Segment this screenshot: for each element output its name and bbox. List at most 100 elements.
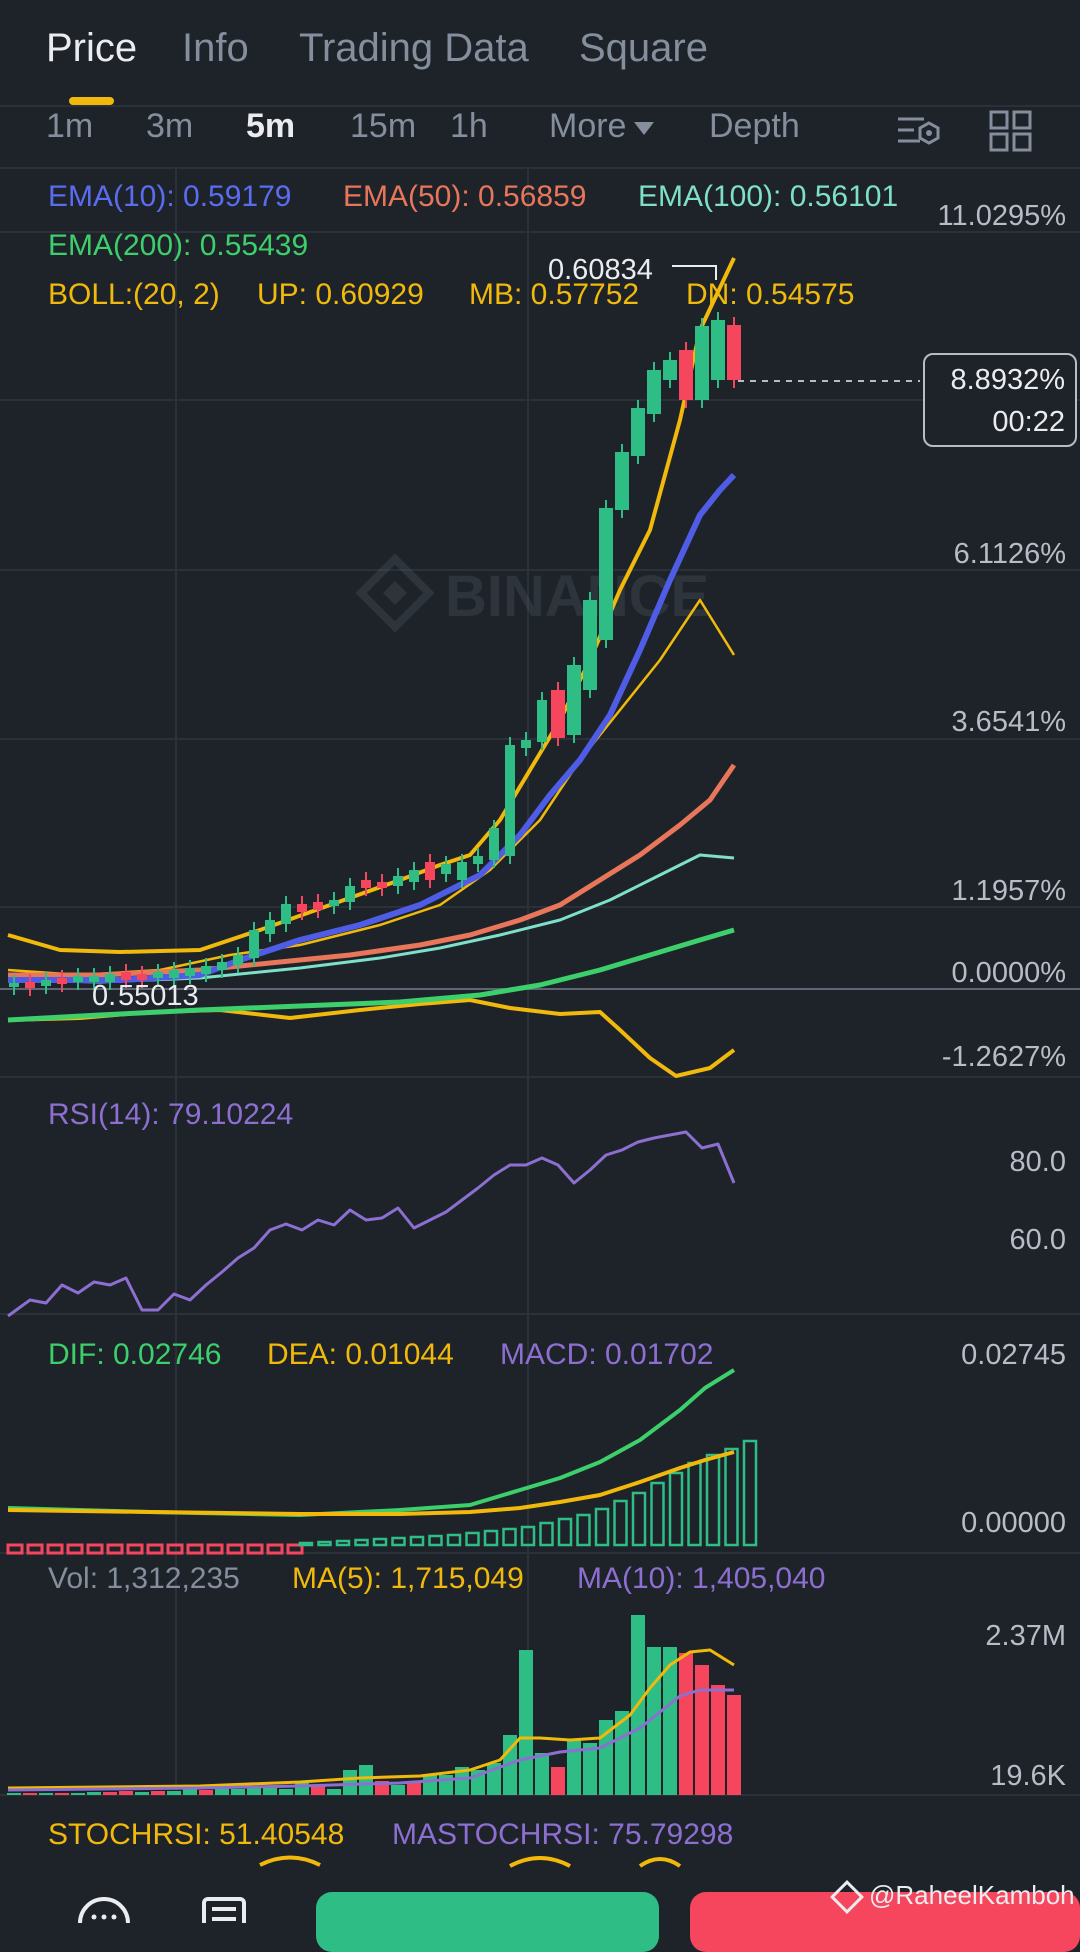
rsi-line [7, 1130, 736, 1318]
binance-watermark-logo: BINANCE [355, 553, 709, 633]
candle-body [185, 968, 195, 976]
macd-hist-bar [86, 1543, 104, 1555]
interval-3m[interactable]: 3m [146, 107, 194, 145]
candle-body [695, 326, 709, 400]
volume-plot [7, 1615, 741, 1795]
macd-axis-label: 0.02745 [961, 1339, 1066, 1371]
candle-body [567, 665, 581, 735]
candle-body [489, 828, 499, 860]
candle-body [393, 876, 403, 886]
candle-body [551, 690, 565, 738]
dif-legend: DIF: 0.02746 [48, 1338, 222, 1371]
macd-hist-bar [66, 1543, 84, 1555]
macd-hist-bar [631, 1491, 647, 1547]
candle-body [73, 976, 83, 982]
volume-bar [551, 1767, 565, 1795]
candle-body [89, 976, 99, 982]
candle-body [505, 745, 515, 856]
macd-hist-bar [335, 1539, 351, 1547]
volume-bar [199, 1790, 213, 1795]
interval-depth[interactable]: Depth [709, 107, 800, 145]
chat-icon[interactable] [76, 1895, 132, 1923]
dea-line [7, 1450, 735, 1516]
macd-hist-bar [428, 1534, 443, 1547]
stochrsi-line [259, 1855, 321, 1867]
macd-hist-bar [317, 1540, 332, 1547]
macd-hist-bar [557, 1517, 573, 1547]
interval-5m[interactable]: 5m [246, 107, 296, 145]
boll-upper-line [7, 257, 736, 954]
candle-body [615, 452, 629, 510]
indicator-settings-icon[interactable] [896, 111, 942, 151]
tab-trading-data[interactable]: Trading Data [299, 26, 529, 70]
macd-hist-bar [166, 1543, 184, 1555]
volume-bar [151, 1791, 165, 1795]
volume-bar [7, 1793, 21, 1795]
macd-hist-bar [391, 1536, 406, 1547]
volume-bar [567, 1740, 581, 1795]
volume-bar [279, 1789, 293, 1795]
volume-bar [167, 1791, 181, 1795]
candle-body [521, 740, 531, 748]
tab-info[interactable]: Info [182, 26, 249, 70]
macd-hist-bar [446, 1533, 462, 1547]
tab-price[interactable]: Price [46, 26, 138, 70]
orders-icon[interactable] [200, 1895, 248, 1923]
candle-body [583, 600, 597, 690]
volume-bar [119, 1791, 133, 1795]
volume-bar [583, 1743, 597, 1795]
volume-bar [679, 1653, 693, 1795]
interval-more[interactable]: More [549, 107, 655, 146]
buy-button[interactable] [316, 1892, 659, 1952]
chevron-down-icon [634, 121, 655, 135]
chart-canvas[interactable]: BINANCE [0, 168, 1080, 1868]
candle-body [41, 980, 51, 986]
layout-grid-icon[interactable] [988, 109, 1034, 153]
volume-bar [55, 1793, 69, 1795]
rsi-axis-label: 60.0 [1009, 1224, 1066, 1256]
volume-bar [327, 1789, 341, 1795]
candle-body [137, 974, 147, 980]
candle-body [425, 862, 435, 880]
credit-watermark: @RaheelKamboh [830, 1880, 1075, 1915]
vol-legend: Vol: 1,312,235 [48, 1562, 240, 1595]
macd-hist-bar [106, 1543, 124, 1555]
macd-hist-bar [465, 1531, 480, 1547]
boll-mb-legend: MB: 0.57752 [469, 278, 640, 311]
stochrsi-line [509, 1856, 571, 1868]
volume-bar [711, 1685, 725, 1795]
macd-hist-bar [687, 1461, 702, 1547]
macd-hist-bar [742, 1439, 758, 1547]
candle-body [121, 972, 131, 980]
interval-1h[interactable]: 1h [450, 107, 488, 145]
volume-bar [391, 1785, 405, 1795]
candle-body [57, 978, 67, 984]
candle-body [727, 325, 741, 380]
volume-bar [359, 1765, 373, 1795]
boll-mid-line [7, 598, 736, 977]
macd-hist-bar [246, 1543, 264, 1555]
volume-bar [135, 1792, 149, 1795]
stochrsi-legend: STOCHRSI: 51.40548 [48, 1818, 345, 1851]
macd-hist-bar [266, 1543, 284, 1555]
macd-hist-bar [298, 1541, 314, 1547]
low-price-prefix: 0. [92, 980, 117, 1012]
interval-bar: 1m 3m 5m 15m 1h More Depth [0, 105, 1080, 169]
volume-bar [727, 1695, 741, 1795]
volume-bar [455, 1767, 469, 1795]
interval-15m[interactable]: 15m [350, 107, 417, 145]
top-tab-bar: Price Info Trading Data Square [0, 0, 1080, 107]
vol-ma10-line [7, 1688, 734, 1792]
interval-1m[interactable]: 1m [46, 107, 94, 145]
dif-line [7, 1368, 736, 1517]
candle-body [647, 370, 661, 414]
volume-bar [343, 1770, 357, 1795]
volume-bar [615, 1711, 629, 1795]
volume-bar [695, 1665, 709, 1795]
boll-legend: BOLL:(20, 2) [48, 278, 220, 311]
vol-axis-label: 19.6K [990, 1760, 1066, 1792]
tab-square[interactable]: Square [579, 26, 708, 70]
candle-body [297, 904, 307, 912]
candle-body [313, 902, 323, 910]
ema100-legend: EMA(100): 0.56101 [638, 180, 899, 213]
